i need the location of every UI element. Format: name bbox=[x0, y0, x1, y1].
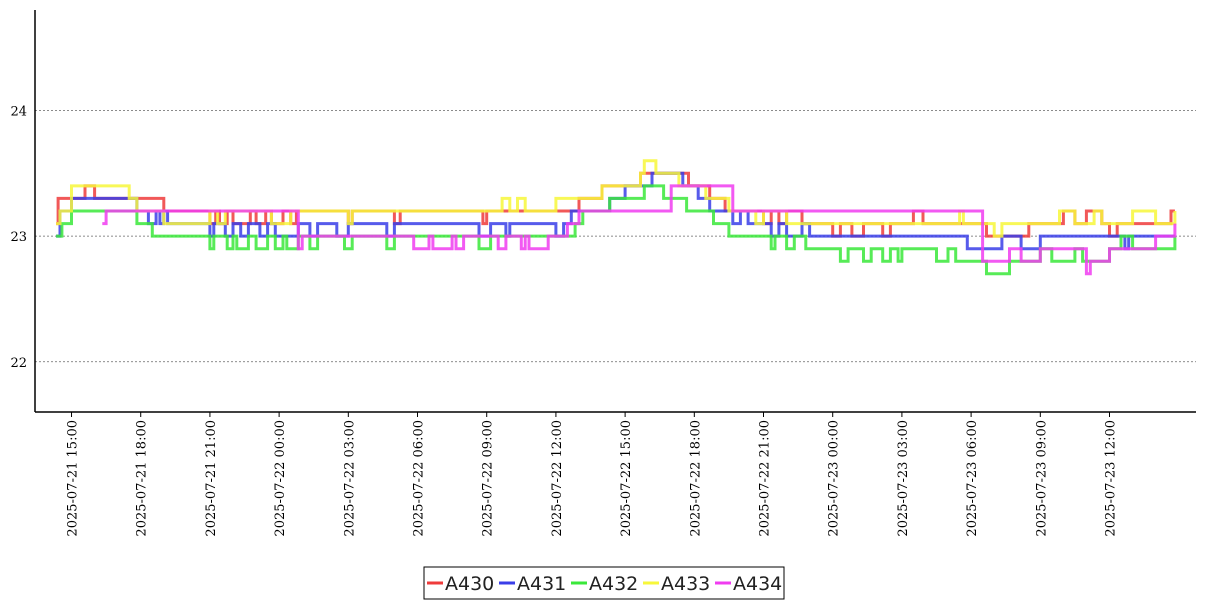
legend-label-a431[interactable]: A431 bbox=[517, 573, 566, 595]
series-line-a434 bbox=[102, 184, 1177, 276]
series-lines bbox=[56, 159, 1177, 276]
series-line-a432 bbox=[56, 184, 1177, 276]
x-tick-label: 2025-07-22 12:00 bbox=[550, 420, 565, 537]
x-tick-label: 2025-07-22 21:00 bbox=[758, 420, 773, 537]
y-tick-label: 22 bbox=[10, 356, 27, 371]
x-tick-label: 2025-07-22 06:00 bbox=[412, 420, 427, 537]
x-tick-label: 2025-07-23 09:00 bbox=[1034, 420, 1049, 537]
x-tick-label: 2025-07-21 15:00 bbox=[66, 420, 81, 537]
legend-label-a434[interactable]: A434 bbox=[733, 573, 782, 595]
x-tick-label: 2025-07-23 12:00 bbox=[1104, 420, 1119, 537]
x-tick-label: 2025-07-21 18:00 bbox=[135, 420, 150, 537]
x-tick-label: 2025-07-22 15:00 bbox=[619, 420, 634, 537]
legend-label-a432[interactable]: A432 bbox=[589, 573, 638, 595]
x-tick-label: 2025-07-23 03:00 bbox=[896, 420, 911, 537]
x-tick-label: 2025-07-23 06:00 bbox=[965, 420, 980, 537]
x-tick-label: 2025-07-22 00:00 bbox=[273, 420, 288, 537]
series-line-a431 bbox=[56, 171, 1175, 251]
legend[interactable]: A430 A431 A432 A433 A434 bbox=[423, 566, 785, 600]
y-tick-labels: 22 23 24 bbox=[10, 105, 27, 371]
legend-label-a430[interactable]: A430 bbox=[445, 573, 494, 595]
x-tick-labels: 2025-07-21 15:00 2025-07-21 18:00 2025-07-… bbox=[66, 412, 1119, 537]
legend-label-a433[interactable]: A433 bbox=[661, 573, 710, 595]
y-tick-label: 23 bbox=[10, 230, 27, 245]
x-tick-label: 2025-07-22 03:00 bbox=[342, 420, 357, 537]
x-tick-label: 2025-07-22 09:00 bbox=[481, 420, 496, 537]
x-tick-label: 2025-07-22 18:00 bbox=[688, 420, 703, 537]
x-tick-label: 2025-07-23 00:00 bbox=[827, 420, 842, 537]
y-tick-label: 24 bbox=[10, 105, 27, 120]
x-tick-label: 2025-07-21 21:00 bbox=[204, 420, 219, 537]
